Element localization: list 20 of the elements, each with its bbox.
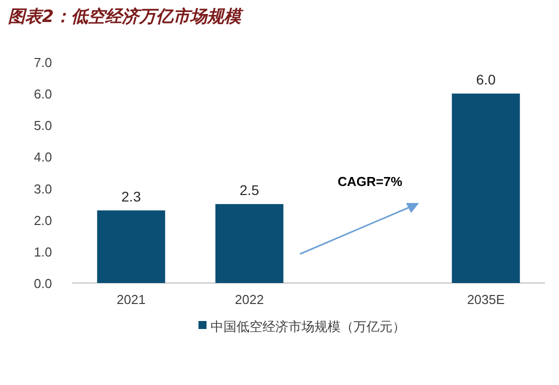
y-tick-label: 2.0	[34, 212, 52, 228]
x-tick-label: 2022	[234, 292, 264, 307]
y-tick-label: 3.0	[34, 181, 52, 196]
y-tick-label: 4.0	[34, 150, 52, 165]
annotation: CAGR=7%	[338, 174, 403, 189]
bar	[452, 94, 520, 283]
y-tick-label: 0.0	[34, 276, 52, 291]
x-tick-label: 2021	[116, 292, 146, 307]
y-tick-label: 7.0	[34, 55, 52, 70]
data-label: 2.3	[121, 188, 142, 204]
x-tick-label: 2035E	[467, 292, 505, 307]
data-label: 2.5	[240, 182, 260, 198]
data-label: 6.0	[476, 72, 496, 88]
legend-label: 中国低空经济市场规模（万亿元）	[210, 320, 406, 335]
y-tick-label: 5.0	[34, 118, 52, 134]
y-tick-label: 6.0	[34, 86, 52, 102]
chart-title: 图表2：低空经济万亿市场规模	[8, 7, 244, 27]
bar	[97, 210, 166, 283]
bar	[215, 204, 284, 283]
y-tick-label: 1.0	[34, 244, 52, 260]
